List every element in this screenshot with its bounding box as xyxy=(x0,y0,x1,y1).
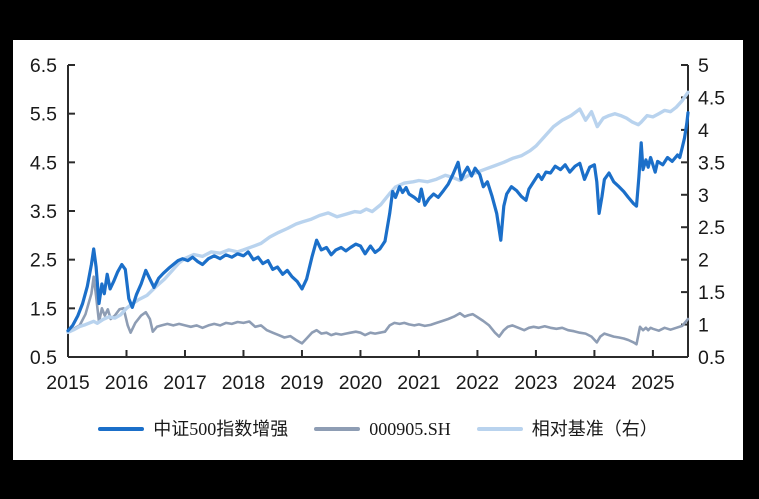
x-axis-tick-label: 2020 xyxy=(339,372,383,394)
legend-item-label: 000905.SH xyxy=(369,419,451,439)
legend-item-label: 相对基准（右） xyxy=(531,419,658,439)
y-axis-right-tick-label: 2 xyxy=(698,250,709,272)
y-axis-right-tick-label: 2.5 xyxy=(698,217,725,239)
x-axis-tick-label: 2021 xyxy=(397,372,440,394)
y-axis-right-tick-label: 4 xyxy=(698,120,709,142)
x-axis-tick-label: 2015 xyxy=(46,372,90,394)
x-axis-tick-label: 2023 xyxy=(514,372,557,394)
y-axis-right-tick-label: 0.5 xyxy=(698,347,725,369)
series-line-left xyxy=(66,275,690,346)
legend-line-swatch xyxy=(98,427,145,431)
y-axis-left-tick-label: 5.5 xyxy=(30,104,57,126)
y-axis-right-tick-label: 5 xyxy=(698,55,709,77)
x-axis-tick-label: 2019 xyxy=(280,372,323,394)
y-axis-right-tick-label: 3.5 xyxy=(698,152,725,174)
x-axis-tick-label: 2018 xyxy=(222,372,265,394)
y-axis-right-tick-label: 4.5 xyxy=(698,87,725,109)
legend-item-0: 中证500指数增强 xyxy=(98,420,288,438)
legend-item-label: 中证500指数增强 xyxy=(153,419,289,439)
y-axis-right-tick-label: 1.5 xyxy=(698,282,725,304)
y-axis-left-tick-label: 4.5 xyxy=(30,152,57,174)
legend-line-swatch xyxy=(476,427,523,431)
y-axis-left-tick-label: 2.5 xyxy=(30,250,57,272)
x-axis-tick-label: 2022 xyxy=(456,372,499,394)
x-axis-tick-label: 2017 xyxy=(163,372,206,394)
y-axis-right-tick-label: 1 xyxy=(698,315,709,337)
series-line-left xyxy=(66,111,690,333)
legend-line-swatch xyxy=(314,427,361,431)
legend-item-1: 000905.SH xyxy=(314,420,451,438)
y-axis-left-tick-label: 1.5 xyxy=(30,298,57,320)
y-axis-right-tick-label: 3 xyxy=(698,185,709,207)
y-axis-left-tick-label: 6.5 xyxy=(30,55,57,77)
legend-item-2: 相对基准（右） xyxy=(476,419,658,439)
x-axis-tick-label: 2016 xyxy=(105,372,148,394)
chart-legend: 中证500指数增强 000905.SH 相对基准（右） xyxy=(13,414,743,444)
x-axis-tick-label: 2024 xyxy=(573,372,617,394)
series-line-right xyxy=(66,90,690,334)
y-axis-left-tick-label: 0.5 xyxy=(30,347,57,369)
y-axis-left-tick-label: 3.5 xyxy=(30,201,57,223)
x-axis-tick-label: 2025 xyxy=(631,372,675,394)
